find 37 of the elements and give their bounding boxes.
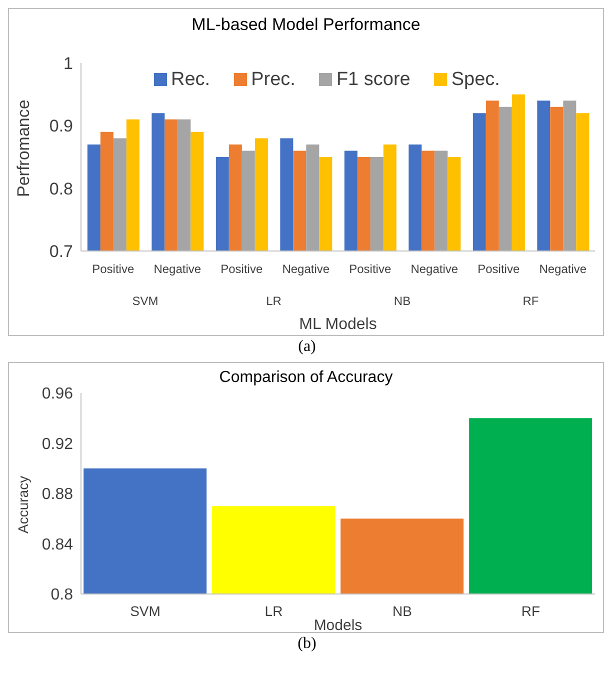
chart-title: Comparison of Accuracy — [218, 369, 394, 387]
chart-title: ML-based Model Performance — [190, 15, 422, 35]
y-tick-label: 0.8 — [50, 586, 74, 604]
text: SVM — [132, 294, 158, 308]
text: LR — [266, 294, 282, 308]
x-tick-label: Positive — [220, 262, 263, 276]
legend-label: F1 score — [336, 69, 410, 90]
x-tick-label: LR — [264, 603, 283, 619]
x-axis-title: Models — [314, 617, 362, 634]
y-tick-label: 0.7 — [49, 242, 73, 262]
x-axis-title: ML Models — [299, 316, 377, 333]
text: (a) — [297, 338, 317, 356]
y-tick-label: 0.9 — [49, 116, 73, 136]
x-tick-label: Positive — [478, 262, 520, 276]
x-tick-label: Positive — [92, 262, 134, 276]
legend-label: Spec. — [451, 69, 500, 90]
text: RF — [522, 294, 539, 308]
x-tick-label: Negative — [282, 262, 330, 276]
text: (b) — [296, 635, 318, 653]
x-tick-label: Negative — [154, 262, 202, 276]
text: NB — [394, 294, 411, 308]
legend-label: Rec. — [171, 69, 210, 90]
x-tick-label: Negative — [410, 262, 458, 276]
legend-label: Prec. — [251, 69, 296, 90]
x-tick-label: RF — [521, 603, 540, 619]
y-tick-label: 0.92 — [42, 436, 74, 453]
x-tick-label: NB — [392, 603, 412, 619]
y-axis-title: Accuracy — [14, 476, 31, 534]
y-axis-title: Perfromance — [14, 100, 34, 197]
x-tick-label: Negative — [539, 262, 587, 276]
x-tick-label: Positive — [349, 262, 392, 276]
y-tick-label: 0.8 — [49, 179, 73, 198]
y-tick-label: 1 — [64, 54, 73, 74]
y-tick-label: 0.96 — [42, 386, 74, 403]
y-tick-label: 0.88 — [42, 486, 74, 504]
y-tick-label: 0.84 — [42, 536, 74, 554]
x-tick-label: SVM — [130, 603, 160, 619]
